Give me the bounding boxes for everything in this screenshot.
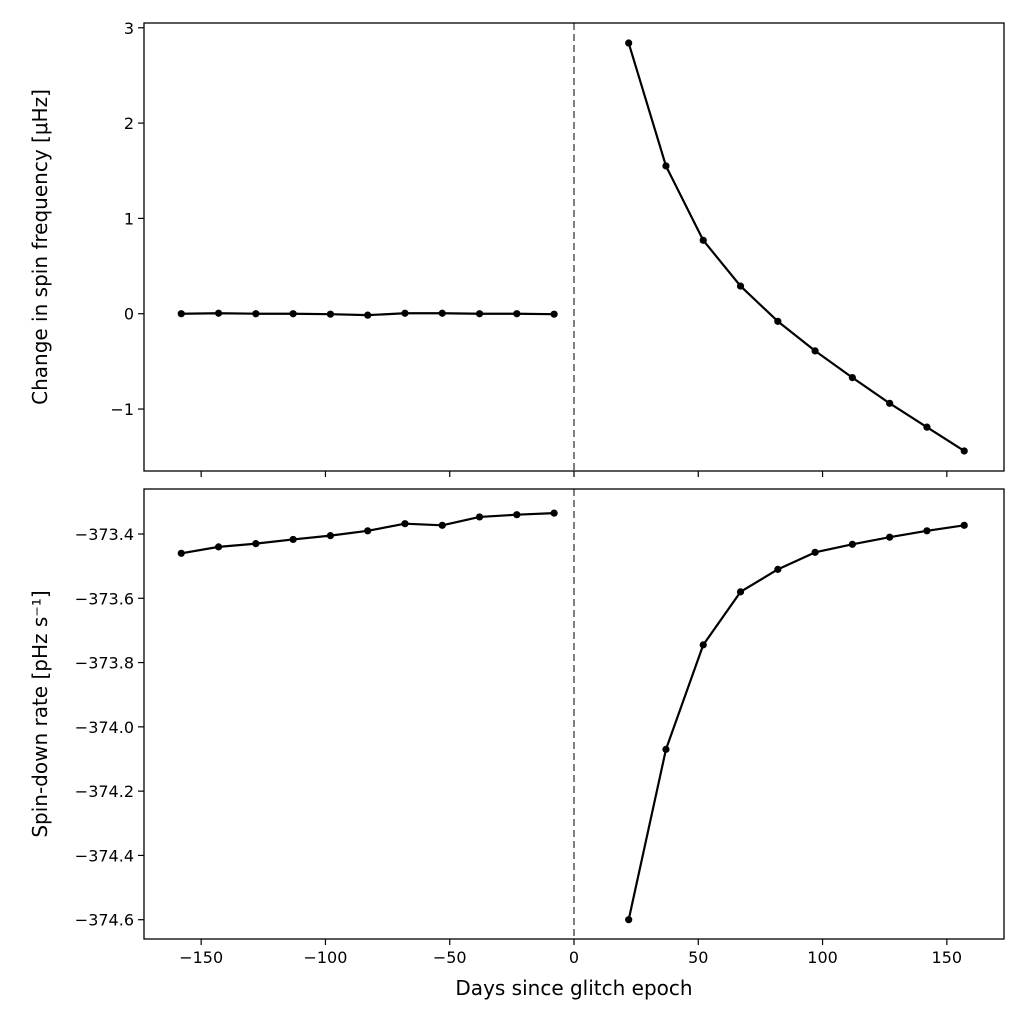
data-point [401,309,409,317]
y-tick-label: −374.6 [75,911,134,930]
data-point [550,310,558,318]
x-tick-label: 150 [932,948,963,967]
data-point [960,521,968,529]
data-point [811,347,819,355]
data-point [513,511,521,519]
data-point [848,540,856,548]
data-point [326,532,335,540]
data-point [923,423,931,431]
data-point [923,527,931,535]
y-tick-label: −374.0 [75,718,134,737]
data-point [960,447,968,455]
data-point [513,310,521,318]
data-point [214,309,223,317]
y-tick-label: 2 [124,114,134,133]
data-point [177,310,185,318]
y-tick-label: −374.2 [75,782,134,801]
data-point [364,311,372,319]
data-point [662,745,670,753]
data-point [774,565,782,573]
series-line-1 [627,42,965,452]
x-tick-label: −50 [433,948,467,967]
data-point [326,310,335,318]
y-axis-label: Spin-down rate [pHz s⁻¹] [28,590,52,837]
data-point [401,520,409,528]
y-tick-label: 3 [124,19,134,38]
data-point [289,535,297,544]
x-tick-label: 100 [807,948,838,967]
x-tick-label: −150 [179,948,223,967]
x-tick-label: −100 [303,948,347,967]
y-tick-label: −374.4 [75,846,134,865]
data-point [886,533,894,541]
panel-spin-down-rate: −374.6 −374.4 −374.2 −374.0 −373.8 −373.6 −373… [28,488,1005,967]
data-point [774,317,782,325]
y-tick-label: −373.8 [75,654,134,673]
x-tick-label: 50 [688,948,708,967]
data-point [811,548,819,556]
data-point [625,916,633,924]
y-tick-label: −1 [110,400,134,419]
data-point [214,543,223,551]
data-point [364,527,372,535]
data-point [699,641,707,649]
data-point [662,162,670,170]
y-tick-label: 1 [124,209,134,228]
data-point [177,549,185,557]
y-axis-label: Change in spin frequency [μHz] [28,89,52,405]
x-axis-label: Days since glitch epoch [455,976,692,1000]
data-point [699,236,707,244]
data-point [625,39,633,47]
x-tick-label: 0 [569,948,579,967]
data-point [475,513,484,521]
data-point [438,309,446,317]
series-line-1 [627,524,965,920]
y-tick-label: −373.6 [75,589,134,608]
data-point [886,399,894,407]
panel-spin-frequency: −1 0 1 2 3 Change in spin frequency [μHz] [28,19,1005,477]
data-point [475,310,484,318]
data-point [848,373,856,382]
data-point [736,588,745,596]
data-point [550,509,558,517]
y-tick-label: 0 [124,305,134,324]
data-point [289,310,297,318]
data-point [736,282,745,290]
data-point [252,540,260,548]
data-point [438,521,446,529]
data-point [252,310,260,318]
y-tick-label: −373.4 [75,525,134,544]
